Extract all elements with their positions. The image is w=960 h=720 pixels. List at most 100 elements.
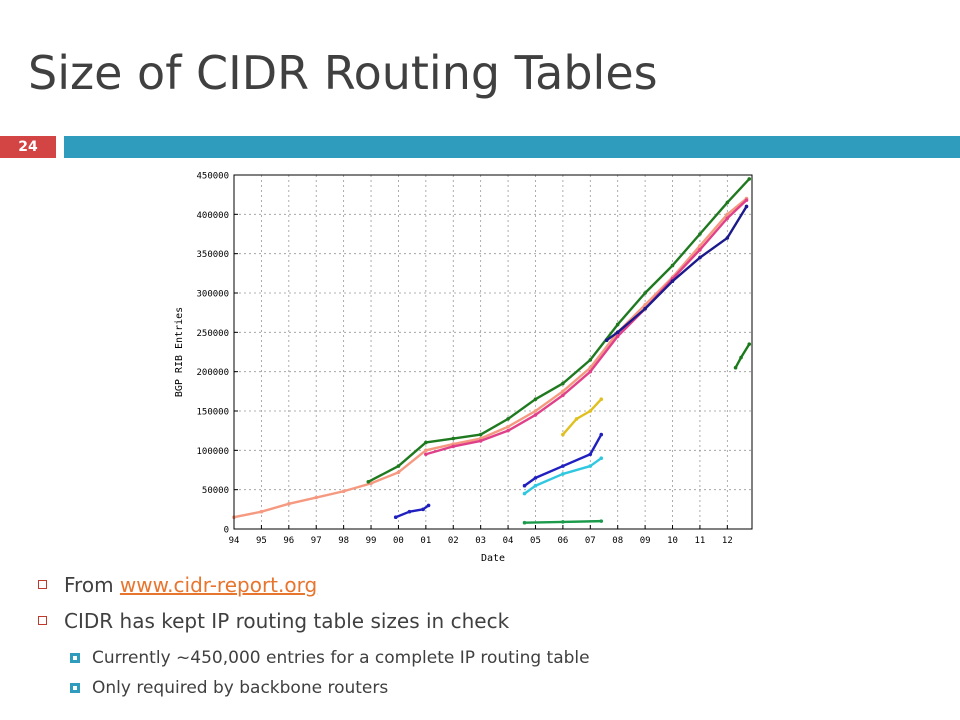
data-point (561, 432, 565, 437)
data-point (561, 381, 565, 386)
data-point (522, 491, 527, 496)
bullet-box-icon (38, 616, 47, 625)
data-point (478, 432, 483, 437)
bullet-cidr-text: CIDR has kept IP routing table sizes in … (64, 609, 510, 633)
data-point (739, 355, 743, 360)
y-tick-label: 300000 (196, 290, 229, 300)
series-line (561, 397, 603, 436)
sub-bullet-backbone-text: Only required by backbone routers (92, 678, 389, 698)
bullet-box-icon (38, 580, 47, 589)
sub-bullet-backbone: Only required by backbone routers (70, 677, 389, 699)
data-point (451, 436, 456, 441)
y-tick-label: 100000 (196, 447, 229, 457)
data-point (670, 279, 675, 283)
data-point (725, 216, 730, 221)
data-point (561, 389, 565, 394)
x-tick-label: 94 (229, 536, 240, 546)
y-tick-label: 150000 (196, 408, 229, 418)
x-tick-label: 05 (530, 536, 541, 546)
y-tick-label: 0 (224, 526, 229, 536)
data-point (424, 440, 428, 445)
data-point (615, 334, 620, 339)
data-point (561, 464, 565, 468)
data-point (599, 397, 604, 401)
data-point (747, 342, 752, 346)
data-point (314, 495, 319, 500)
slide-title: Size of CIDR Routing Tables (28, 46, 658, 100)
data-point (698, 232, 702, 236)
data-point (588, 409, 593, 413)
data-point (725, 200, 730, 205)
chart-x-axis-label: Date (481, 553, 505, 564)
series-line (232, 197, 748, 519)
x-tick-label: 03 (475, 536, 486, 546)
data-point (561, 472, 565, 476)
data-point (407, 509, 412, 514)
data-point (522, 520, 527, 525)
data-point (533, 413, 538, 417)
data-point (733, 365, 738, 370)
data-point (451, 444, 456, 449)
data-point (561, 393, 565, 398)
data-point (506, 417, 510, 421)
x-tick-label: 00 (393, 536, 404, 546)
data-point (604, 338, 609, 342)
data-point (393, 515, 398, 519)
plot-frame (233, 174, 753, 530)
data-point (698, 255, 702, 260)
data-point (744, 204, 749, 209)
x-tick-label: 12 (722, 536, 733, 546)
sub-bullet-current: Currently ~450,000 entries for a complet… (70, 647, 590, 669)
data-point (588, 369, 593, 374)
series-line (394, 504, 430, 519)
data-point (396, 470, 401, 475)
data-point (366, 480, 371, 484)
data-point (506, 424, 510, 429)
chart-series (232, 177, 752, 525)
data-point (287, 502, 291, 506)
cidr-report-link[interactable]: www.cidr-report.org (119, 573, 318, 597)
data-point (747, 177, 752, 181)
data-point (599, 432, 604, 437)
data-point (341, 489, 346, 494)
y-tick-label: 450000 (196, 172, 229, 182)
sub-bullet-box-icon (70, 653, 80, 663)
x-tick-label: 02 (448, 536, 459, 546)
data-point (725, 236, 730, 240)
x-tick-label: 95 (256, 536, 267, 546)
sub-bullet-box-icon (70, 683, 80, 693)
y-tick-label: 200000 (196, 368, 229, 378)
x-tick-label: 11 (695, 536, 706, 546)
data-point (396, 464, 401, 468)
data-point (259, 509, 264, 514)
bullet-from: From www.cidr-report.org (38, 572, 318, 598)
data-point (533, 397, 538, 401)
chart-y-axis-label: BGP RIB Entries (174, 307, 185, 397)
data-point (744, 198, 749, 202)
x-tick-label: 96 (283, 536, 294, 546)
data-point (599, 519, 604, 523)
header-rule (64, 136, 960, 158)
x-tick-label: 07 (585, 536, 596, 546)
data-point (369, 481, 373, 486)
data-point (478, 439, 483, 443)
data-point (615, 330, 620, 335)
data-point (424, 448, 428, 453)
x-tick-label: 10 (667, 536, 678, 546)
data-point (599, 456, 604, 461)
bullet-cidr: CIDR has kept IP routing table sizes in … (38, 608, 510, 634)
data-point (725, 212, 730, 217)
series-line (734, 342, 751, 369)
x-tick-label: 01 (420, 536, 431, 546)
data-point (698, 244, 702, 248)
data-point (615, 322, 620, 327)
y-tick-label: 250000 (196, 329, 229, 339)
x-tick-label: 09 (640, 536, 651, 546)
series-line (367, 177, 751, 483)
data-point (424, 452, 428, 457)
data-point (588, 452, 593, 457)
chart-grid (234, 175, 752, 529)
x-tick-label: 99 (366, 536, 377, 546)
data-point (421, 507, 425, 512)
data-point (643, 303, 647, 307)
